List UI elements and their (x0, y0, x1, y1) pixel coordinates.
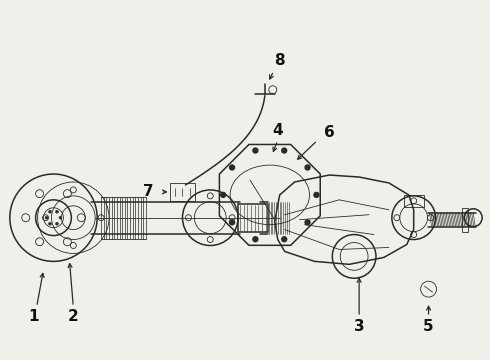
Text: 1: 1 (28, 310, 39, 324)
Text: 5: 5 (423, 319, 434, 334)
Circle shape (59, 216, 62, 219)
Text: 8: 8 (274, 53, 285, 68)
Circle shape (49, 210, 51, 213)
Circle shape (49, 222, 51, 225)
Circle shape (305, 165, 310, 170)
Text: 2: 2 (68, 310, 79, 324)
Circle shape (220, 192, 226, 197)
Circle shape (55, 222, 58, 225)
Circle shape (282, 148, 287, 153)
Text: 3: 3 (354, 319, 365, 334)
Circle shape (282, 237, 287, 242)
Circle shape (253, 237, 258, 242)
Circle shape (55, 210, 58, 213)
Text: 4: 4 (272, 123, 283, 138)
Text: 6: 6 (324, 125, 335, 140)
Text: 7: 7 (144, 184, 154, 199)
Circle shape (230, 165, 235, 170)
Circle shape (230, 220, 235, 225)
Circle shape (45, 216, 48, 219)
Circle shape (314, 192, 319, 197)
Circle shape (253, 148, 258, 153)
Circle shape (305, 220, 310, 225)
